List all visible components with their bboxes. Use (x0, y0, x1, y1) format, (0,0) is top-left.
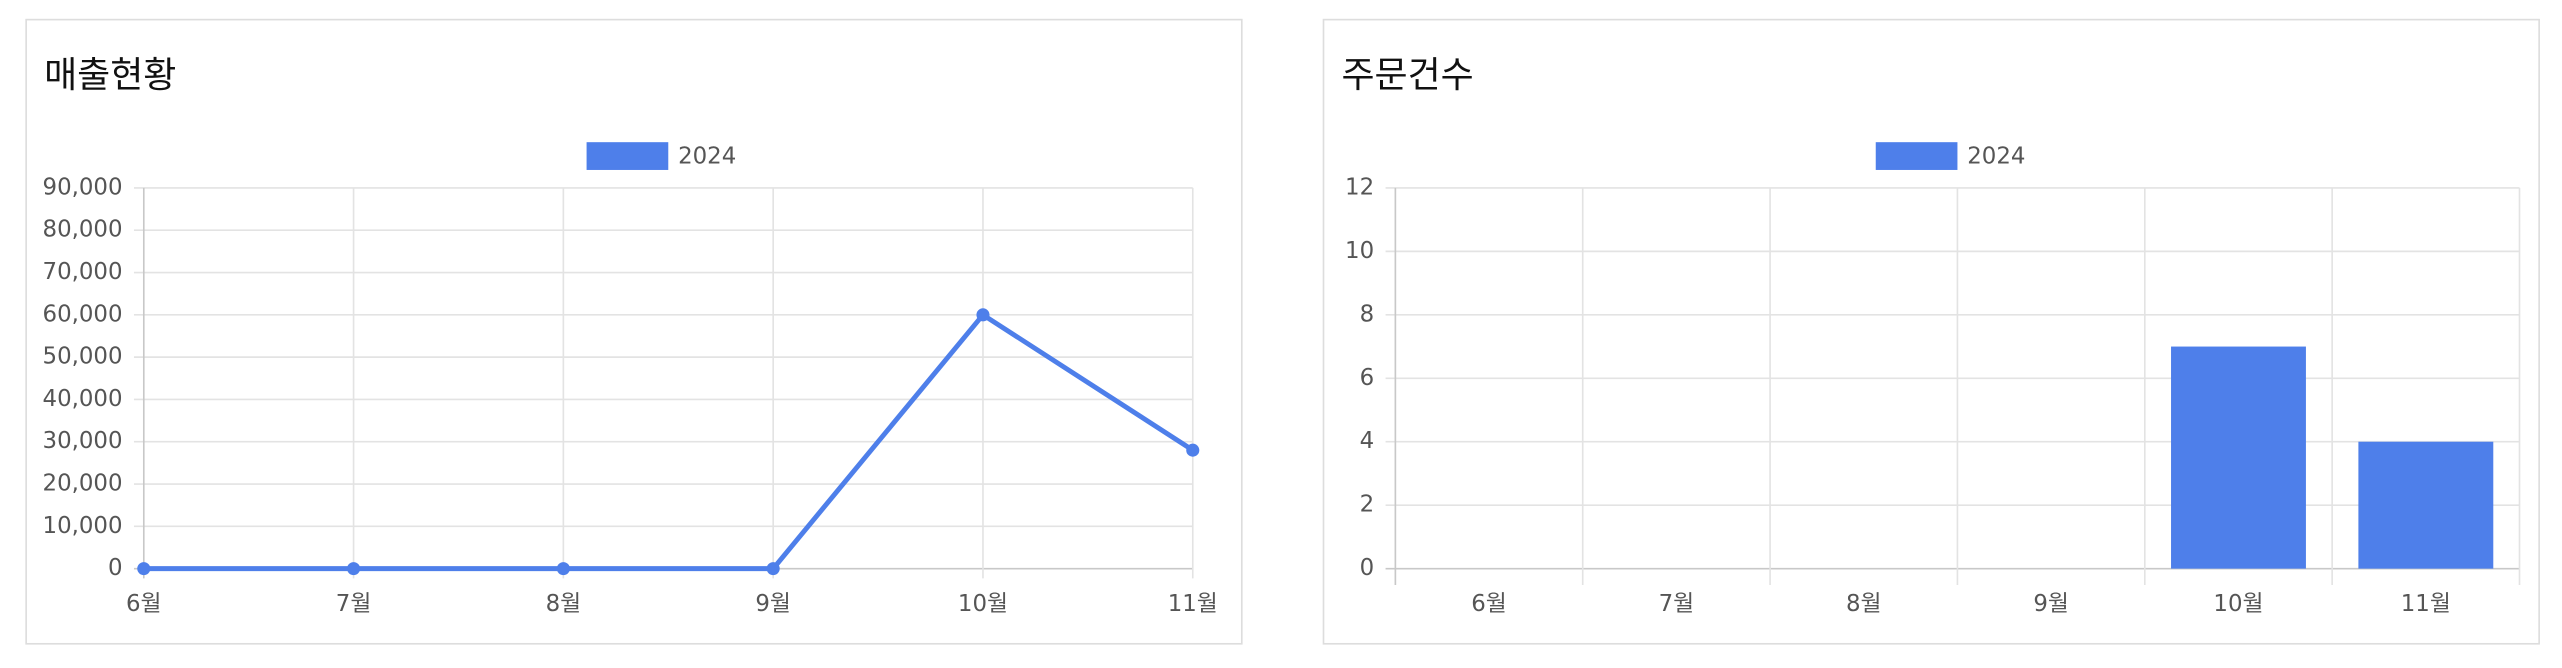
y-tick-label: 80,000 (43, 217, 123, 243)
x-tick-label: 10월 (958, 591, 1008, 617)
y-tick-label: 10 (1345, 238, 1374, 264)
x-tick-label: 8월 (1846, 591, 1882, 617)
y-tick-label: 40,000 (43, 386, 123, 412)
x-tick-label: 9월 (2033, 591, 2069, 617)
x-tick-label: 11월 (1168, 591, 1218, 617)
point (556, 562, 570, 576)
x-tick-label: 6월 (1471, 591, 1507, 617)
card (1322, 18, 2540, 645)
point (1186, 443, 1200, 457)
x-tick-label: 7월 (1659, 591, 1695, 617)
y-tick-label: 0 (108, 555, 123, 581)
y-tick-label: 70,000 (43, 259, 123, 285)
chart-title: 매출현황 (44, 55, 176, 96)
legend-label: 2024 (1967, 143, 2025, 169)
y-tick-label: 50,000 (43, 344, 123, 370)
legend-swatch (1875, 142, 1958, 170)
x-tick-label: 6월 (126, 591, 162, 617)
point (347, 562, 361, 576)
legend-swatch (586, 142, 669, 170)
y-tick-label: 8 (1360, 301, 1375, 327)
x-tick-label: 11월 (2401, 591, 2451, 617)
y-tick-label: 30,000 (43, 428, 123, 454)
point (137, 562, 151, 576)
card (25, 18, 1243, 645)
point (766, 562, 780, 576)
x-tick-label: 10월 (2213, 591, 2263, 617)
legend-label: 2024 (678, 143, 736, 169)
y-tick-label: 4 (1360, 428, 1375, 454)
chart-title: 주문건수 (1341, 55, 1473, 96)
x-tick-label: 7월 (336, 591, 372, 617)
x-tick-label: 8월 (546, 591, 582, 617)
bar (2358, 441, 2494, 569)
y-tick-label: 2 (1360, 492, 1375, 518)
y-tick-label: 6 (1360, 365, 1375, 391)
y-tick-label: 20,000 (43, 471, 123, 497)
bar (2171, 346, 2306, 569)
x-tick-label: 9월 (755, 591, 791, 617)
point (976, 308, 990, 322)
y-tick-label: 10,000 (43, 513, 123, 539)
y-tick-label: 0 (1360, 555, 1375, 581)
y-tick-label: 60,000 (43, 301, 123, 327)
y-tick-label: 12 (1345, 174, 1374, 200)
y-tick-label: 90,000 (43, 174, 123, 200)
line (143, 311, 1195, 572)
